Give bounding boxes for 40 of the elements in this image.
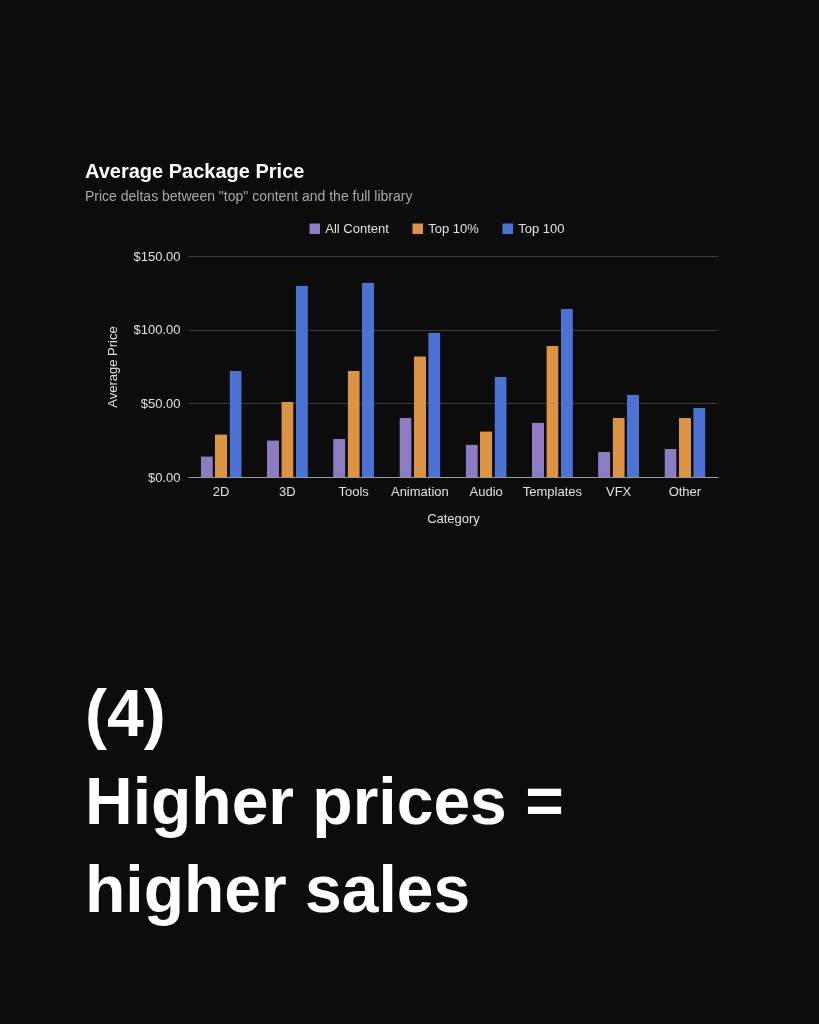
- bar: [215, 434, 228, 477]
- bar: [229, 370, 242, 477]
- bar: [428, 332, 441, 477]
- x-tick-label: VFX: [605, 483, 632, 499]
- bar: [626, 394, 640, 477]
- bar: [295, 285, 308, 477]
- x-tick-label: Tools: [338, 483, 370, 499]
- x-tick-label: Templates: [522, 483, 583, 499]
- bar: [531, 422, 545, 477]
- chart-title: Average Package Price: [85, 160, 305, 182]
- bar: [664, 449, 677, 477]
- bar: [546, 345, 559, 477]
- bar: [413, 356, 426, 477]
- bar: [361, 282, 375, 477]
- bar: [281, 401, 294, 477]
- legend-label: All Content: [325, 220, 390, 236]
- text: (4) Higher prices = higher sales: [85, 676, 564, 926]
- y-tick-label: $0.00: [147, 469, 181, 485]
- bar: [347, 370, 360, 477]
- legend-label: Top 100: [518, 220, 565, 236]
- legend-label: Top 10%: [428, 220, 480, 236]
- chart-subtitle: Price deltas between "top" content and the full library: [85, 188, 413, 204]
- bar: [480, 431, 493, 477]
- bar: [678, 418, 691, 477]
- x-tick-label: Audio: [469, 483, 503, 499]
- y-tick-label: $100.00: [133, 322, 181, 338]
- bar: [612, 418, 625, 477]
- x-tick-label: Other: [668, 483, 702, 499]
- bar: [693, 407, 706, 477]
- bar: [494, 376, 507, 477]
- x-tick-label: 3D: [279, 483, 296, 499]
- bar: [560, 309, 573, 477]
- bar: [399, 418, 412, 477]
- y-tick-label: $150.00: [133, 248, 181, 264]
- x-axis-title: Category: [427, 510, 481, 526]
- x-tick-label: Animation: [390, 483, 449, 499]
- bar: [266, 440, 280, 477]
- x-tick-label: 2D: [212, 483, 230, 499]
- y-tick-label: $50.00: [140, 395, 181, 411]
- y-axis-title: Average Price: [104, 326, 120, 408]
